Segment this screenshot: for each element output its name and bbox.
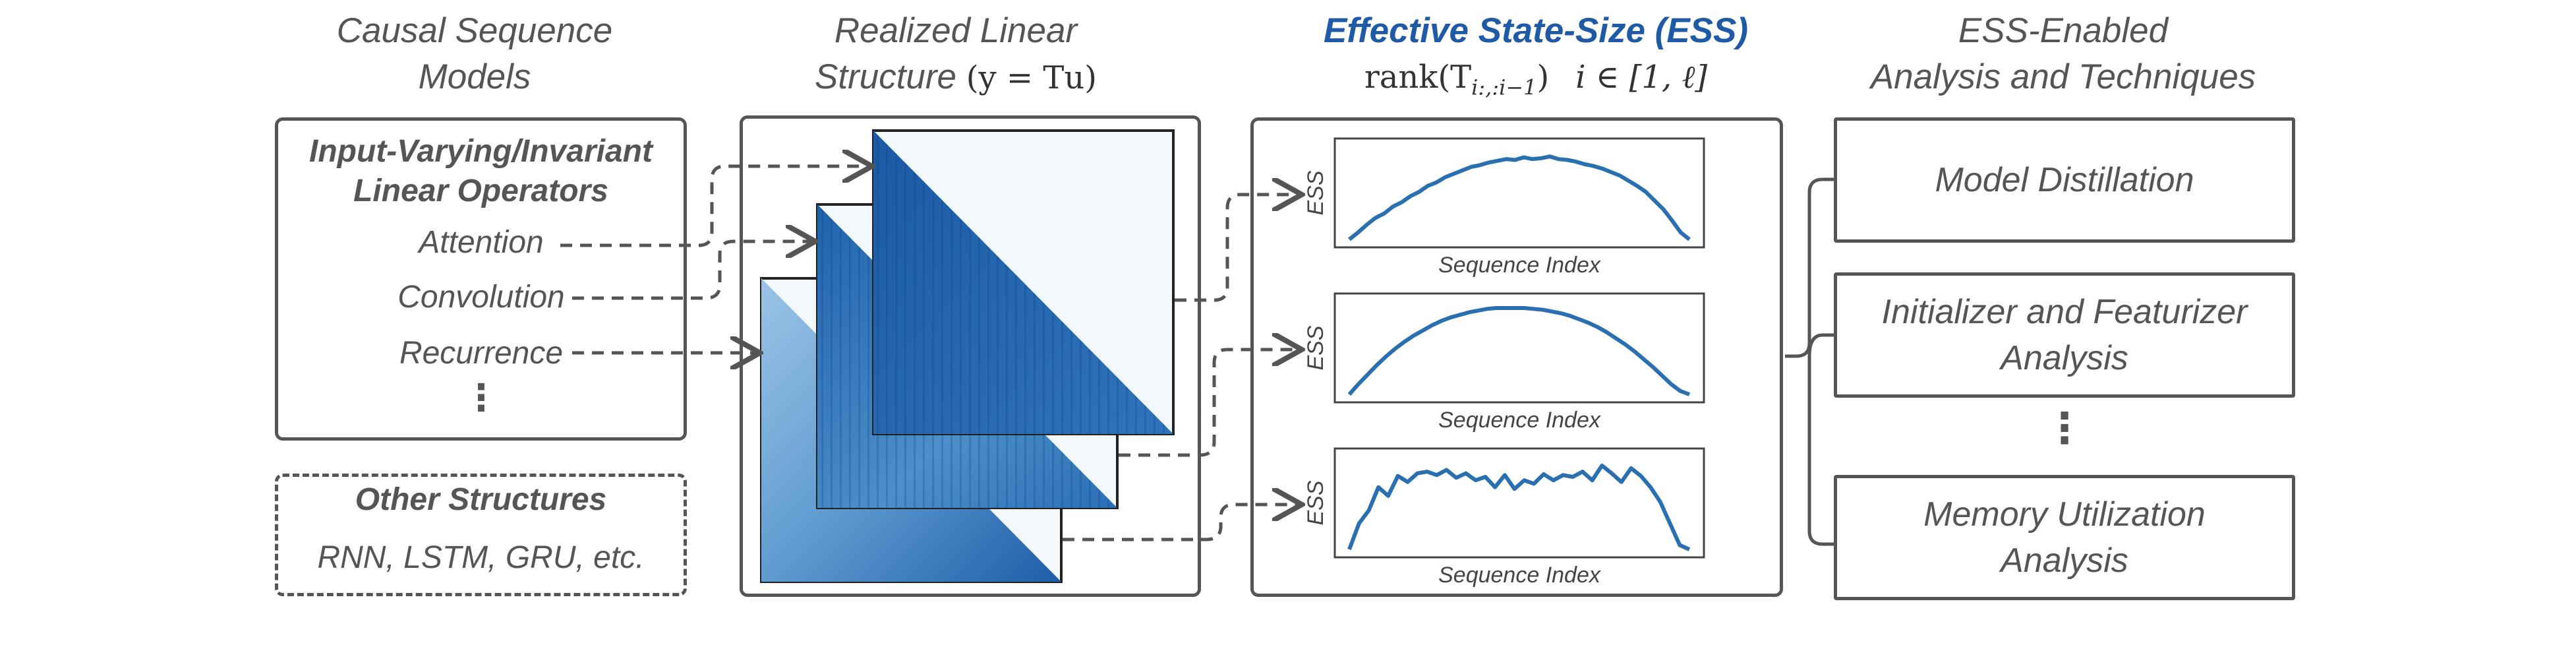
ess-curve-1: [1348, 154, 1691, 241]
other-structures-box: [275, 474, 687, 596]
technique-initializer-featurizer: Initializer and Featurizer Analysis: [1834, 272, 2295, 398]
header-linear-structure-math: (y = Tu): [966, 59, 1097, 96]
technique-initializer-line1: Initializer and Featurizer: [1881, 293, 2248, 331]
formula-rank: rank(T: [1364, 59, 1472, 96]
techniques-bracket: [1785, 177, 1834, 546]
header-techniques-line2: Analysis and Techniques: [1870, 57, 2256, 96]
arrow-to-ess-2: [1119, 350, 1299, 457]
other-structures-items: RNN, LSTM, GRU, etc.: [317, 540, 645, 575]
model-arrows: [560, 166, 869, 353]
header-techniques-line1: ESS-Enabled: [1958, 11, 2169, 50]
header-techniques: ESS-Enabled Analysis and Techniques: [1832, 8, 2294, 100]
ess-ylabel-1: ESS: [1303, 170, 1328, 215]
header-ess: Effective State-Size (ESS) rank(Ti:,:i−1…: [1206, 8, 1865, 111]
header-causal-models-line2: Models: [418, 57, 531, 96]
models-ellipsis: ⋮: [463, 377, 500, 418]
header-causal-models: Causal Sequence Models: [277, 8, 672, 100]
linear-operators-title: Input-Varying/Invariant Linear Operators: [275, 132, 687, 211]
technique-memory-line2: Analysis: [2001, 541, 2128, 580]
arrow-convolution: [572, 241, 812, 300]
header-linear-structure: Realized Linear Structure (y = Tu): [758, 8, 1154, 101]
ess-plot-frame-3: [1333, 447, 1705, 559]
ess-ylabel-2: ESS: [1303, 325, 1328, 370]
ess-xlabel-1: Sequence Index: [1438, 253, 1601, 278]
header-ess-title: Effective State-Size (ESS): [1323, 11, 1749, 50]
header-causal-models-line1: Causal Sequence: [336, 11, 613, 50]
header-linear-structure-line1: Realized Linear: [834, 11, 1078, 50]
arrow-to-ess-1: [1175, 195, 1299, 302]
arrow-attention: [560, 166, 869, 247]
ess-curve-2: [1347, 306, 1691, 396]
other-structures-title: Other Structures: [355, 482, 607, 517]
ess-ylabel-3: ESS: [1303, 480, 1328, 525]
technique-initializer-line2: Analysis: [2001, 339, 2128, 377]
formula-sub: i:,:i−1: [1471, 75, 1537, 100]
linear-operators-title-line1: Input-Varying/Invariant: [309, 134, 653, 169]
header-linear-structure-prefix: Structure: [815, 57, 966, 96]
ess-plots: ESS Sequence Index ESS Sequence Index ESS Seq…: [1303, 137, 1705, 588]
ess-xlabel-3: Sequence Index: [1438, 563, 1601, 588]
model-attention: Attention: [419, 225, 544, 260]
header-ess-formula: rank(Ti:,:i−1) i ∈ [1, ℓ]: [1206, 54, 1865, 111]
technique-memory-line1: Memory Utilization: [1923, 495, 2206, 534]
header-linear-structure-line2: Structure (y = Tu): [758, 54, 1154, 101]
technique-memory-utilization: Memory Utilization Analysis: [1834, 475, 2295, 600]
linear-operators-box: [275, 117, 687, 441]
ess-xlabel-2: Sequence Index: [1438, 408, 1601, 433]
model-convolution: Convolution: [397, 280, 565, 315]
formula-close: ): [1537, 59, 1550, 96]
technique-model-distillation-label: Model Distillation: [1935, 161, 2194, 199]
model-recurrence: Recurrence: [399, 336, 564, 371]
matrix-attention: [872, 129, 1175, 435]
formula-range: i ∈ [1, ℓ]: [1575, 59, 1708, 96]
ess-arrows: [1063, 195, 1299, 541]
linear-operators-title-line2: Linear Operators: [353, 173, 608, 208]
techniques-ellipsis: ⋮: [2043, 404, 2086, 452]
ess-curve-3: [1347, 463, 1691, 551]
technique-model-distillation: Model Distillation: [1834, 117, 2295, 243]
arrow-to-ess-3: [1063, 505, 1299, 541]
